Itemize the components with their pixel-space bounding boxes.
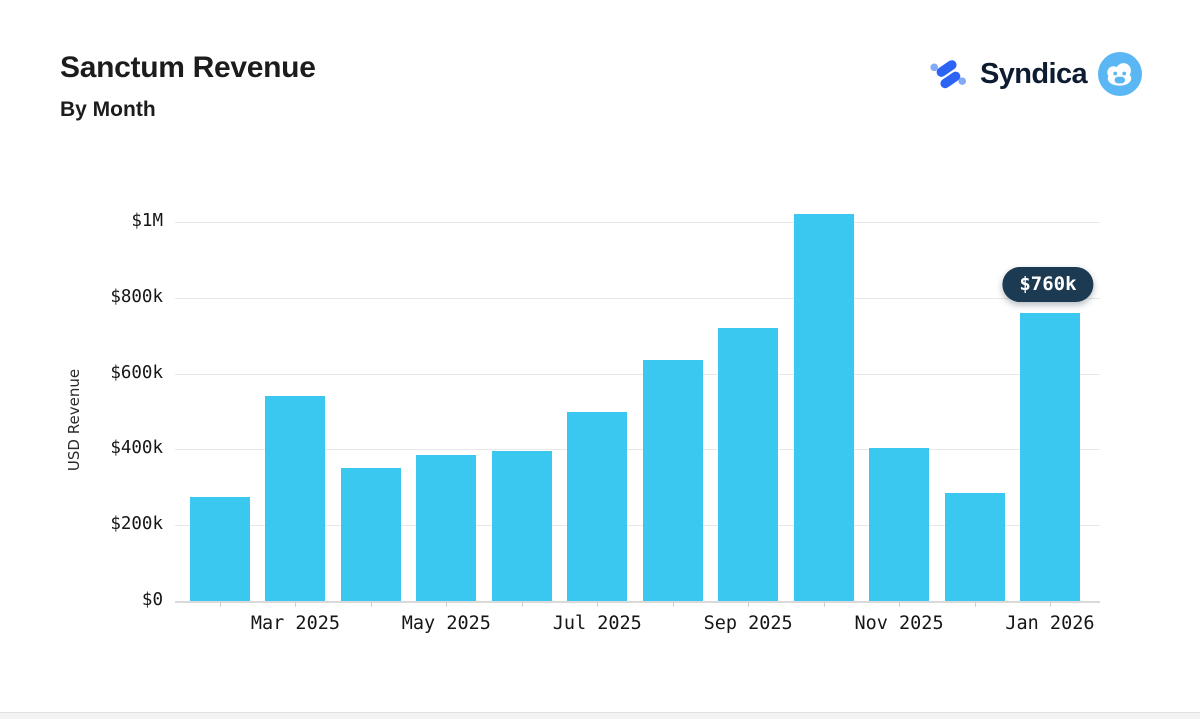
x-tick-mark-aug-2025: [672, 601, 674, 607]
y-tick-label--1m: $1M: [131, 211, 163, 231]
x-tick-mark-jun-2025: [521, 601, 523, 607]
gridline--800k: [175, 297, 1100, 299]
x-tick-mark-dec-2025: [974, 601, 976, 607]
x-tick-mark-oct-2025: [823, 601, 825, 607]
value-badge: $760k: [1002, 266, 1094, 302]
card-bottom-edge: [0, 712, 1200, 719]
brand-lockup: Syndica: [927, 52, 1142, 96]
x-tick-label-jul-2025: Jul 2025: [552, 613, 642, 634]
x-axis-line: [175, 600, 1100, 603]
gridline--200k: [175, 525, 1100, 527]
gridline--400k: [175, 449, 1100, 451]
x-tick-mark-may-2025: [446, 601, 448, 607]
bar-aug-2025[interactable]: [642, 360, 703, 601]
y-tick-label--200k: $200k: [110, 514, 163, 535]
x-tick-label-jan-2026: Jan 2026: [1005, 613, 1095, 634]
y-tick-label--0: $0: [141, 590, 163, 610]
x-tick-label-may-2025: May 2025: [401, 613, 491, 634]
y-tick-label--600k: $600k: [110, 362, 163, 383]
x-tick-label-sep-2025: Sep 2025: [703, 613, 793, 634]
x-tick-mark-feb-2025: [220, 601, 221, 607]
x-tick-mark-nov-2025: [899, 601, 901, 607]
x-tick-mark-jan-2026: [1049, 601, 1051, 607]
gridline--600k: [175, 373, 1100, 375]
bar-feb-2025[interactable]: [190, 496, 250, 601]
bar-dec-2025[interactable]: [944, 492, 1005, 601]
gridline--1m: [175, 222, 1100, 223]
y-tick-label--800k: $800k: [110, 286, 163, 307]
bar-jun-2025[interactable]: [491, 451, 552, 601]
x-tick-label-nov-2025: Nov 2025: [854, 613, 944, 634]
x-tick-mark-mar-2025: [295, 601, 297, 607]
syndica-logo-icon: [927, 55, 969, 93]
bar-may-2025[interactable]: [416, 455, 477, 601]
bar-mar-2025[interactable]: [265, 396, 326, 601]
x-tick-label-mar-2025: Mar 2025: [250, 613, 340, 634]
bar-sep-2025[interactable]: [718, 328, 779, 601]
bar-apr-2025[interactable]: [340, 468, 401, 601]
x-tick-mark-sep-2025: [748, 601, 750, 607]
y-tick-label--400k: $400k: [110, 438, 163, 459]
page-title: Sanctum Revenue: [60, 51, 316, 84]
page-subtitle: By Month: [60, 98, 156, 121]
sanctum-cloud-icon: [1098, 52, 1142, 96]
brand-wordmark: Syndica: [979, 58, 1088, 90]
bar-jul-2025[interactable]: [567, 411, 628, 601]
bar-oct-2025[interactable]: [793, 214, 854, 601]
bar-jan-2026[interactable]: [1019, 312, 1080, 601]
bar-nov-2025[interactable]: [869, 447, 930, 601]
x-tick-mark-jul-2025: [597, 601, 599, 607]
x-tick-mark-apr-2025: [370, 601, 372, 607]
